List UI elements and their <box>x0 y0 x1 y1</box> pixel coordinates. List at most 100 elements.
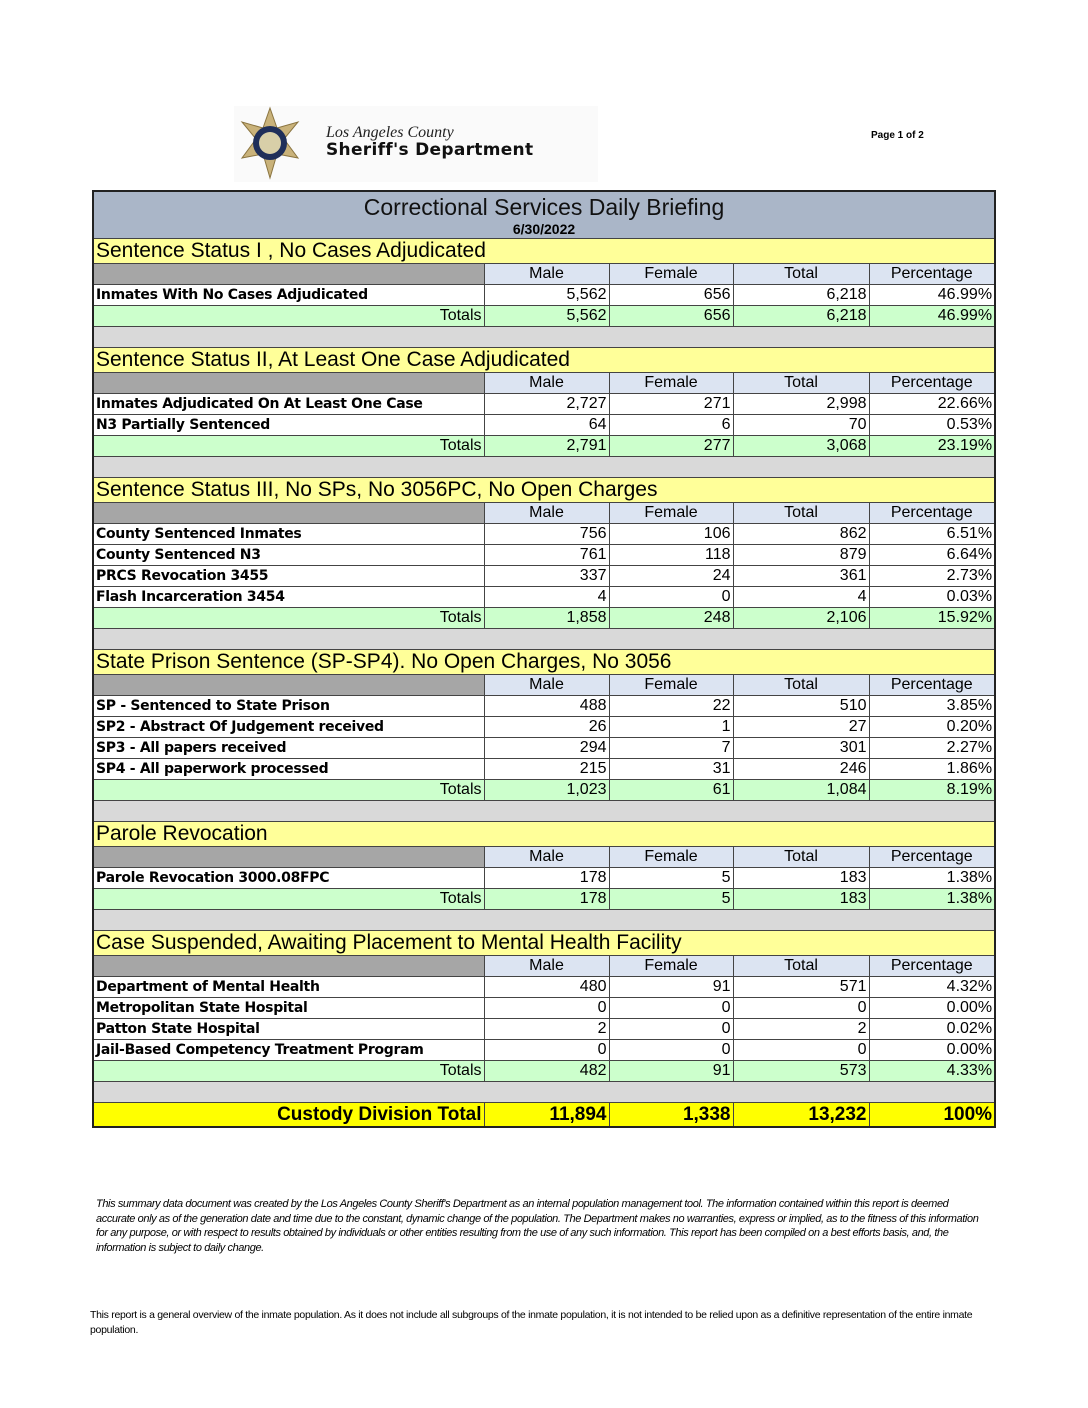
cell-percentage: 2.73% <box>868 565 996 587</box>
cell-male: 2 <box>483 1018 610 1040</box>
totals-percentage: 8.19% <box>868 779 996 801</box>
row-label: Parole Revocation 3000.08FPC <box>92 867 485 889</box>
cell-total: 0 <box>732 1039 870 1061</box>
custody-total-row: Custody Division Total 11,894 1,338 13,232 1… <box>92 1102 996 1128</box>
cell-total: 246 <box>732 758 870 780</box>
cell-total: 2,998 <box>732 393 870 415</box>
column-header-total: Total <box>732 955 870 977</box>
header-blank-cell <box>92 372 485 394</box>
cell-female: 91 <box>608 976 734 998</box>
column-header-percentage: Percentage <box>868 372 996 394</box>
totals-male: 178 <box>483 888 610 910</box>
totals-label: Totals <box>92 435 485 457</box>
cell-total: 27 <box>732 716 870 738</box>
cell-female: 5 <box>608 867 734 889</box>
row-label: County Sentenced Inmates <box>92 523 485 545</box>
cell-male: 178 <box>483 867 610 889</box>
totals-male: 5,562 <box>483 305 610 327</box>
spacer-cell <box>92 628 996 650</box>
spacer-cell <box>92 909 996 931</box>
section-header: State Prison Sentence (SP-SP4). No Open … <box>92 649 996 675</box>
column-header-male: Male <box>483 372 610 394</box>
column-header-percentage: Percentage <box>868 846 996 868</box>
cell-percentage: 1.38% <box>868 867 996 889</box>
table-row: Flash Incarceration 3454 4 0 4 0.03% <box>92 586 996 608</box>
cell-percentage: 0.20% <box>868 716 996 738</box>
section-title: Sentence Status II, At Least One Case Ad… <box>92 347 996 373</box>
cell-female: 656 <box>608 284 734 306</box>
cell-percentage: 4.32% <box>868 976 996 998</box>
totals-male: 482 <box>483 1060 610 1082</box>
cell-male: 480 <box>483 976 610 998</box>
section-title: Parole Revocation <box>92 821 996 847</box>
totals-row: Totals 2,791 277 3,068 23.19% <box>92 435 996 457</box>
table-row: Inmates With No Cases Adjudicated 5,562 65… <box>92 284 996 306</box>
spacer-row <box>92 800 996 822</box>
cell-male: 64 <box>483 414 610 436</box>
cell-percentage: 0.00% <box>868 1039 996 1061</box>
totals-total: 1,084 <box>732 779 870 801</box>
cell-female: 24 <box>608 565 734 587</box>
row-label: Department of Mental Health <box>92 976 485 998</box>
totals-total: 3,068 <box>732 435 870 457</box>
column-header-percentage: Percentage <box>868 263 996 285</box>
column-header-total: Total <box>732 263 870 285</box>
cell-percentage: 2.27% <box>868 737 996 759</box>
row-label: SP - Sentenced to State Prison <box>92 695 485 717</box>
row-label: Inmates With No Cases Adjudicated <box>92 284 485 306</box>
cell-male: 337 <box>483 565 610 587</box>
cell-female: 271 <box>608 393 734 415</box>
totals-total: 6,218 <box>732 305 870 327</box>
cell-total: 2 <box>732 1018 870 1040</box>
row-label: SP2 - Abstract Of Judgement received <box>92 716 485 738</box>
section-title: State Prison Sentence (SP-SP4). No Open … <box>92 649 996 675</box>
cell-percentage: 0.53% <box>868 414 996 436</box>
totals-row: Totals 178 5 183 1.38% <box>92 888 996 910</box>
cell-female: 7 <box>608 737 734 759</box>
row-label: N3 Partially Sentenced <box>92 414 485 436</box>
row-label: Metropolitan State Hospital <box>92 997 485 1019</box>
table-row: Patton State Hospital 2 0 2 0.02% <box>92 1018 996 1040</box>
column-header-percentage: Percentage <box>868 955 996 977</box>
spacer-row <box>92 1081 996 1103</box>
column-header-total: Total <box>732 372 870 394</box>
table-row: SP3 - All papers received 294 7 301 2.27% <box>92 737 996 759</box>
row-label: Inmates Adjudicated On At Least One Case <box>92 393 485 415</box>
totals-row: Totals 5,562 656 6,218 46.99% <box>92 305 996 327</box>
cell-male: 294 <box>483 737 610 759</box>
table-row: Inmates Adjudicated On At Least One Case… <box>92 393 996 415</box>
section-header: Sentence Status I , No Cases Adjudicated <box>92 238 996 264</box>
row-label: PRCS Revocation 3455 <box>92 565 485 587</box>
cell-total: 879 <box>732 544 870 566</box>
column-header-percentage: Percentage <box>868 674 996 696</box>
spacer-row <box>92 326 996 348</box>
totals-female: 656 <box>608 305 734 327</box>
header-blank-cell <box>92 846 485 868</box>
custody-total-male: 11,894 <box>483 1102 610 1128</box>
report-title: Correctional Services Daily Briefing <box>363 194 725 220</box>
report-title-cell: Correctional Services Daily Briefing 6/3… <box>92 190 996 239</box>
cell-male: 756 <box>483 523 610 545</box>
table-row: County Sentenced N3 761 118 879 6.64% <box>92 544 996 566</box>
column-header-female: Female <box>608 674 734 696</box>
report-date: 6/30/2022 <box>512 221 576 237</box>
cell-percentage: 1.86% <box>868 758 996 780</box>
column-header-male: Male <box>483 502 610 524</box>
sheriff-star-badge-icon <box>240 106 300 180</box>
cell-male: 26 <box>483 716 610 738</box>
section-header: Case Suspended, Awaiting Placement to Me… <box>92 930 996 956</box>
totals-female: 5 <box>608 888 734 910</box>
cell-percentage: 46.99% <box>868 284 996 306</box>
totals-label: Totals <box>92 888 485 910</box>
cell-total: 510 <box>732 695 870 717</box>
cell-total: 301 <box>732 737 870 759</box>
column-header-female: Female <box>608 955 734 977</box>
spacer-cell <box>92 326 996 348</box>
section-title: Sentence Status I , No Cases Adjudicated <box>92 238 996 264</box>
cell-percentage: 0.03% <box>868 586 996 608</box>
column-header-total: Total <box>732 674 870 696</box>
briefing-table: Correctional Services Daily Briefing 6/3… <box>92 190 997 1128</box>
table-row: Metropolitan State Hospital 0 0 0 0.00% <box>92 997 996 1019</box>
column-header-male: Male <box>483 263 610 285</box>
table-row: SP2 - Abstract Of Judgement received 26 1 2… <box>92 716 996 738</box>
